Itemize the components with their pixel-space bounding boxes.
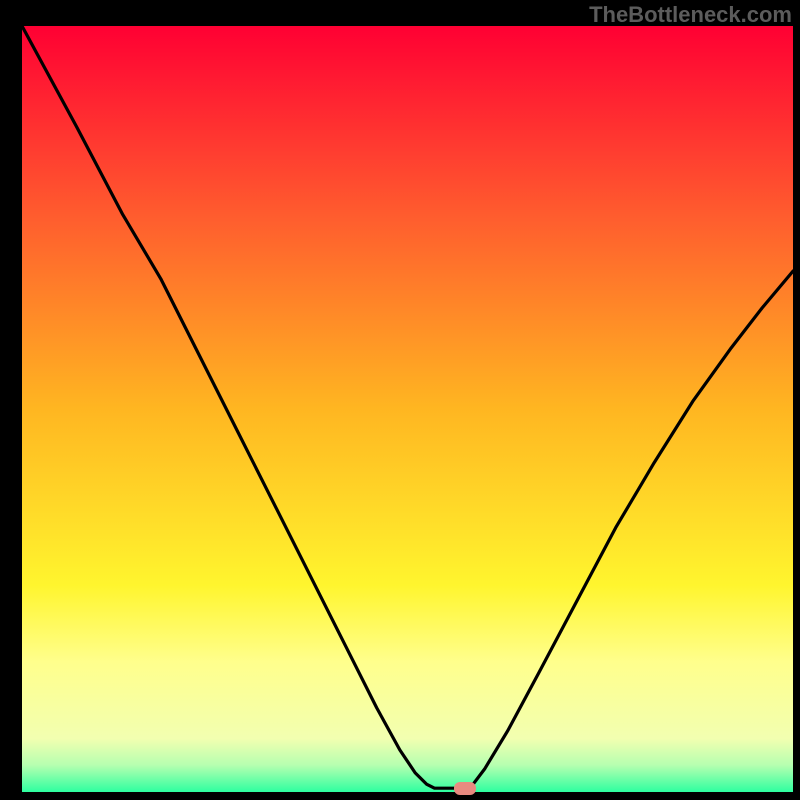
bottleneck-curve [22,26,793,792]
plot-area [22,26,793,792]
chart-frame: TheBottleneck.com [0,0,800,800]
optimal-point-marker [454,782,476,795]
source-watermark: TheBottleneck.com [589,2,792,28]
